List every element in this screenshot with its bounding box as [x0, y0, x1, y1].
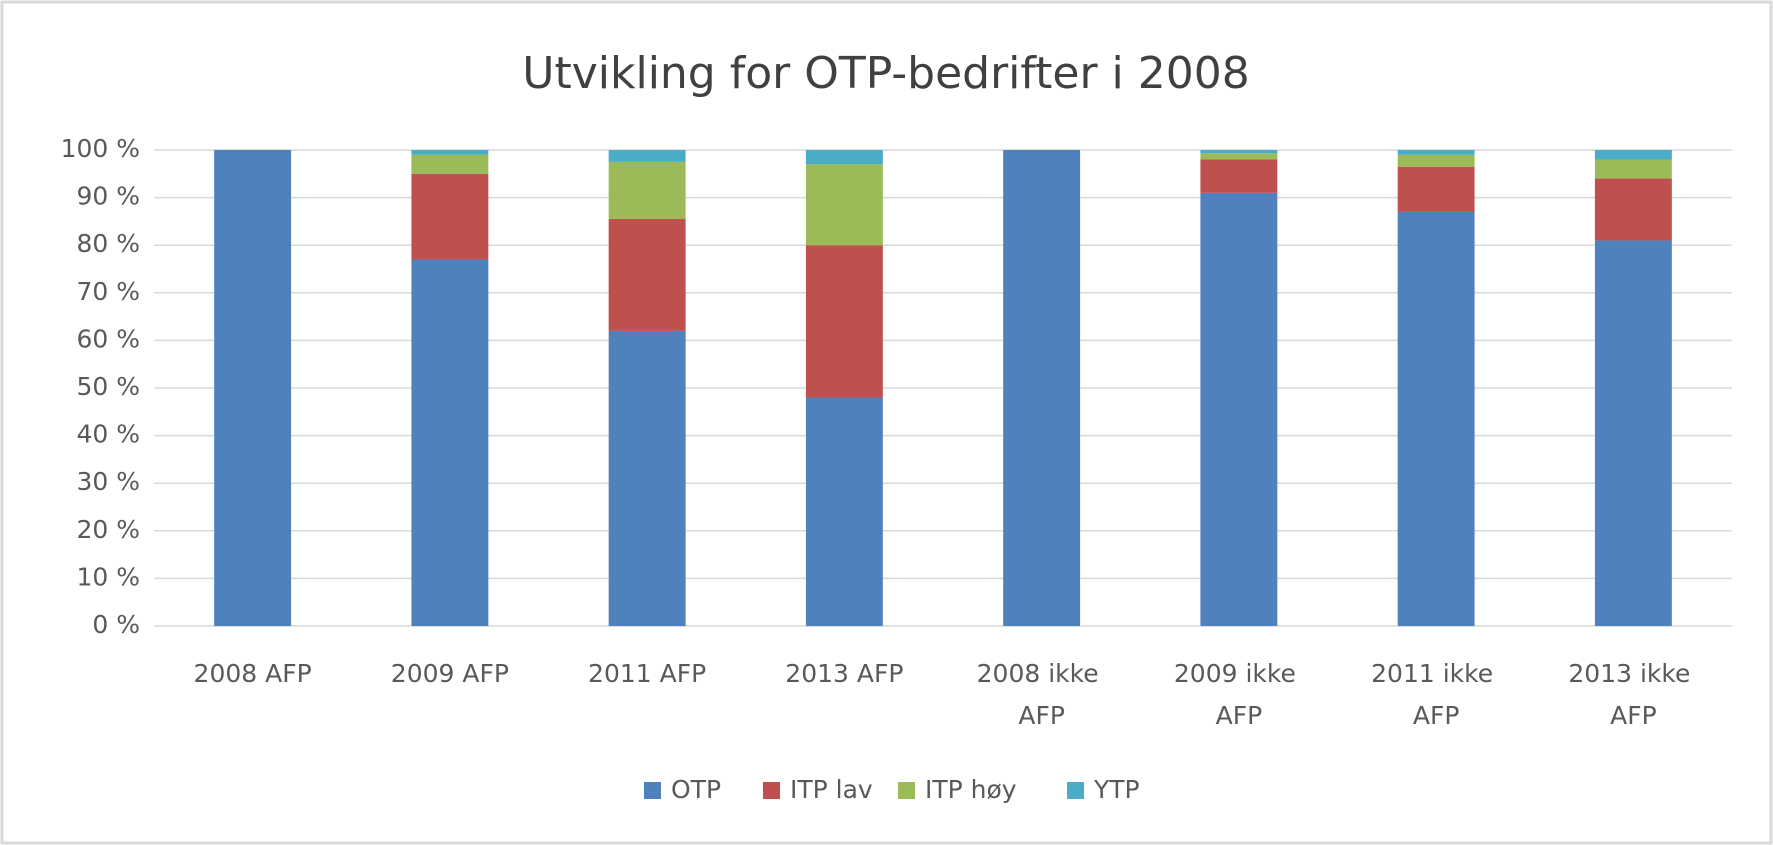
- bar-segment: [805, 397, 883, 626]
- bar-segment: [1200, 153, 1278, 160]
- x-tick-label: 2008 AFP: [194, 659, 312, 688]
- y-tick-label: 100 %: [61, 134, 140, 163]
- x-tick-label-line: 2011 ikke: [1371, 659, 1501, 688]
- chart-title: Utvikling for OTP-bedrifter i 2008: [522, 48, 1249, 99]
- bar-segment: [1594, 150, 1672, 160]
- bar-segment: [1200, 192, 1278, 626]
- bar-segment: [805, 150, 883, 165]
- y-tick-label: 80 %: [76, 229, 140, 258]
- legend-swatch: [898, 782, 915, 799]
- bar-segment: [608, 150, 686, 162]
- y-tick-label: 0 %: [92, 610, 140, 639]
- y-tick-label: 30 %: [76, 467, 140, 496]
- x-tick-label: 2008 ikke AFP: [977, 659, 1107, 730]
- bar-segment: [805, 245, 883, 398]
- x-tick-label-line: 2008 ikke: [977, 659, 1107, 688]
- y-tick-label: 50 %: [76, 372, 140, 401]
- bar-segment: [1003, 150, 1081, 626]
- x-tick-label: 2013 AFP: [785, 659, 903, 688]
- legend-swatch: [763, 782, 780, 799]
- bar-segment: [608, 330, 686, 626]
- x-tick-label: 2009 ikke AFP: [1174, 659, 1304, 730]
- x-tick-label: 2013 ikke AFP: [1568, 659, 1698, 730]
- legend-swatch: [644, 782, 661, 799]
- x-tick-label-line: AFP: [1413, 701, 1460, 730]
- bar-segment: [1594, 240, 1672, 626]
- x-tick-label-line: AFP: [1216, 701, 1263, 730]
- y-tick-label: 60 %: [76, 324, 140, 353]
- bar-segment: [411, 173, 489, 260]
- y-tick-label: 40 %: [76, 420, 140, 449]
- y-tick-label: 90 %: [76, 182, 140, 211]
- x-tick-label-line: AFP: [1018, 701, 1065, 730]
- x-tick-label: 2011 AFP: [588, 659, 706, 688]
- bar-segment: [1397, 166, 1475, 212]
- y-tick-label: 10 %: [76, 562, 140, 591]
- legend-label: YTP: [1093, 775, 1140, 804]
- bar-segment: [214, 150, 292, 626]
- legend-label: OTP: [671, 775, 721, 804]
- legend-label: ITP høy: [925, 775, 1017, 804]
- bar-segment: [411, 150, 489, 155]
- bar-segment: [1594, 178, 1672, 241]
- bar-segment: [1594, 159, 1672, 179]
- legend-label: ITP lav: [790, 775, 873, 804]
- bar-segment: [1397, 211, 1475, 626]
- bar-segment: [1397, 154, 1475, 167]
- x-tick-label-line: AFP: [1610, 701, 1657, 730]
- x-tick-label: 2011 ikke AFP: [1371, 659, 1501, 730]
- bar-segment: [411, 154, 489, 174]
- y-tick-label: 70 %: [76, 277, 140, 306]
- y-tick-label: 20 %: [76, 515, 140, 544]
- bar-segment: [411, 259, 489, 626]
- bar-segment: [608, 219, 686, 331]
- bar-segment: [1200, 150, 1278, 154]
- x-tick-label: 2009 AFP: [391, 659, 509, 688]
- bar-segment: [805, 164, 883, 246]
- bar-segment: [1397, 150, 1475, 155]
- bar-segment: [608, 161, 686, 220]
- legend-swatch: [1067, 782, 1084, 799]
- bar-segment: [1200, 159, 1278, 193]
- x-tick-label-line: 2013 ikke: [1568, 659, 1698, 688]
- x-tick-label-line: 2009 ikke: [1174, 659, 1304, 688]
